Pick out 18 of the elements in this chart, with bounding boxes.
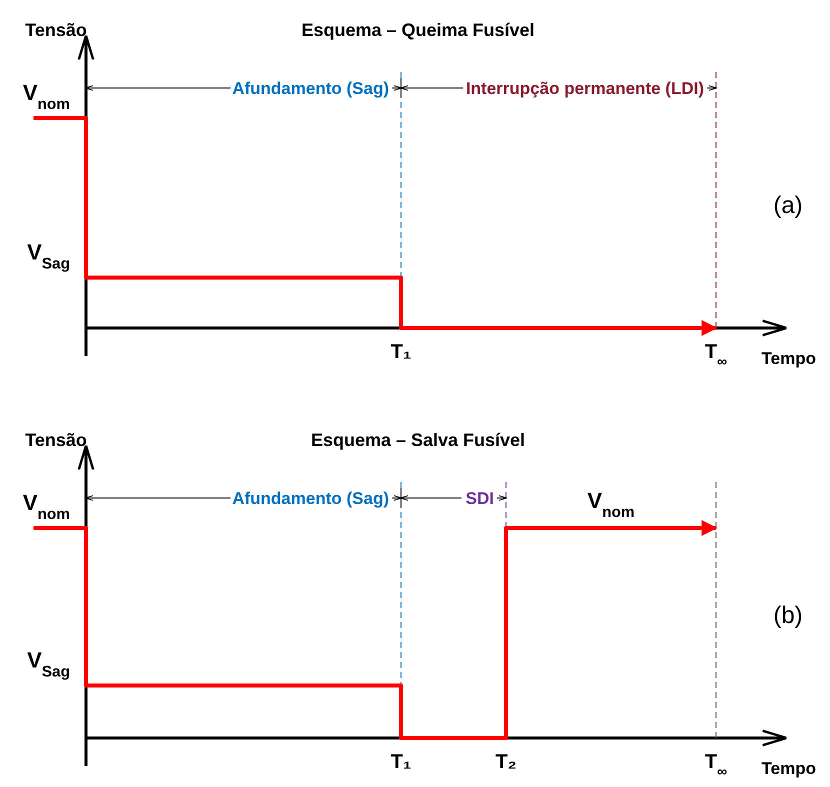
annotation: V$_{Sag}$	[27, 648, 70, 680]
x-tick-label: T$_{∞}$	[704, 751, 728, 779]
text: V$_{nom}$	[587, 488, 635, 520]
y-axis-title: Tensão	[25, 430, 87, 450]
text: (b)	[773, 602, 803, 629]
text: (a)	[773, 192, 803, 219]
x-tick-label: T$_{∞}$	[704, 341, 728, 369]
x-tick-label: T₂	[495, 751, 517, 773]
text: V$_{nom}$	[22, 490, 70, 522]
x-axis-title: Tempo	[762, 759, 816, 778]
x-tick-label: T₁	[390, 751, 412, 773]
chart-title: Esquema – Salva Fusível	[310, 430, 526, 450]
y-axis-title: Tensão	[25, 20, 87, 40]
text: V$_{nom}$	[22, 80, 70, 112]
x-axis-title: Tempo	[762, 349, 816, 368]
annotation: V$_{Sag}$	[27, 240, 70, 272]
x-tick-label: T₁	[390, 341, 412, 363]
chart-title: Esquema – Queima Fusível	[301, 20, 535, 40]
